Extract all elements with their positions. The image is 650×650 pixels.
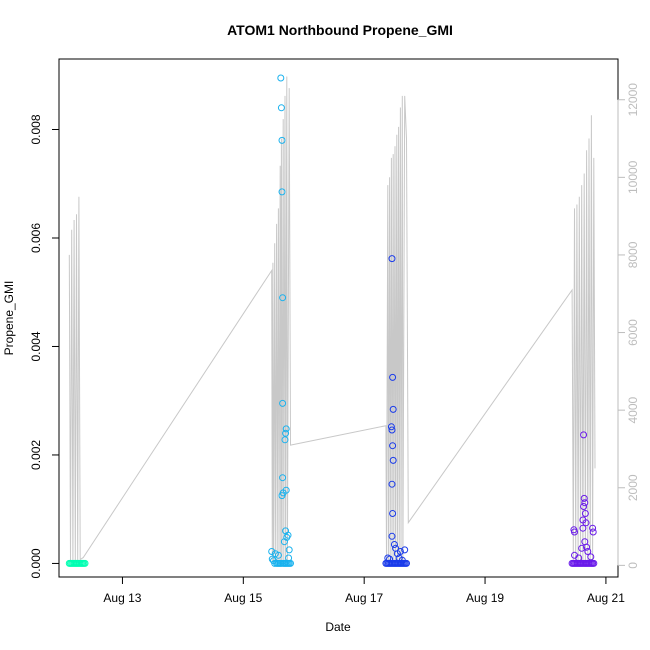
data-point — [388, 426, 396, 434]
data-point — [587, 553, 595, 561]
y-tick-label: 0.004 — [29, 331, 43, 361]
data-point — [387, 423, 395, 431]
data-point — [279, 399, 287, 407]
data-point — [390, 541, 398, 548]
secondary-series-line — [68, 76, 596, 562]
data-point — [571, 528, 578, 536]
secondary-line-layer — [68, 76, 596, 562]
data-point — [281, 436, 289, 444]
y-tick-label: 0.000 — [29, 548, 43, 578]
x-tick-label: Aug 19 — [466, 591, 504, 605]
y2-tick-label: 10000 — [626, 160, 640, 194]
data-point — [580, 494, 588, 502]
data-point — [581, 510, 589, 517]
data-point — [583, 543, 591, 551]
x-tick-label: Aug 13 — [103, 591, 141, 605]
series-3 — [382, 255, 410, 567]
x-tick-label: Aug 17 — [345, 591, 383, 605]
data-point — [279, 294, 287, 302]
y-tick-label: 0.006 — [29, 223, 43, 253]
data-point — [388, 480, 396, 488]
data-point — [277, 104, 285, 112]
data-point — [590, 559, 598, 567]
data-point — [278, 492, 286, 500]
plot-frame — [58, 58, 619, 578]
data-point — [389, 373, 397, 381]
y2-tick-label: 0 — [626, 562, 640, 569]
series-2 — [268, 74, 294, 567]
data-point — [401, 546, 409, 554]
data-point — [282, 425, 290, 433]
data-point — [578, 544, 586, 552]
data-point — [589, 524, 597, 532]
y-tick-label: 0.008 — [29, 114, 43, 144]
y2-tick-label: 6000 — [626, 319, 640, 346]
data-point — [579, 524, 587, 532]
data-point — [388, 532, 396, 540]
x-tick-label: Aug 15 — [224, 591, 262, 605]
data-point — [403, 559, 410, 567]
data-point — [388, 255, 396, 263]
series-1 — [65, 559, 89, 567]
data-point — [582, 519, 590, 527]
data-point — [580, 431, 588, 439]
axes-layer: Aug 13 Aug 15 Aug 17 Aug 19 Aug 21 0.000 0.002… — [29, 83, 640, 605]
data-point — [285, 546, 293, 554]
points-layer — [65, 74, 598, 567]
x-tick-label: Aug 21 — [587, 591, 625, 605]
y2-tick-label: 2000 — [626, 474, 640, 501]
data-point — [274, 551, 282, 559]
data-point — [287, 559, 294, 567]
series-4 — [568, 431, 598, 567]
data-point — [283, 533, 291, 541]
y2-tick-label: 8000 — [626, 241, 640, 268]
y-axis-label: Propene_GMI — [2, 281, 16, 356]
y2-tick-label: 12000 — [626, 83, 640, 117]
data-point — [279, 474, 287, 482]
data-point — [278, 136, 286, 144]
data-point — [396, 548, 404, 555]
data-point — [81, 559, 89, 567]
y2-tick-label: 4000 — [626, 396, 640, 423]
data-point — [581, 499, 589, 507]
data-point — [589, 528, 597, 536]
y-tick-label: 0.002 — [29, 440, 43, 470]
data-point — [282, 429, 290, 437]
data-point — [278, 188, 286, 196]
data-point — [389, 442, 397, 450]
data-point — [389, 510, 397, 517]
data-point — [584, 548, 592, 555]
data-point — [277, 74, 285, 82]
data-point — [268, 548, 276, 555]
chart-title: ATOM1 Northbound Propene_GMI — [227, 22, 453, 38]
data-point — [580, 503, 588, 510]
x-axis-label: Date — [325, 620, 351, 634]
data-point — [389, 405, 397, 413]
data-point — [389, 456, 397, 464]
